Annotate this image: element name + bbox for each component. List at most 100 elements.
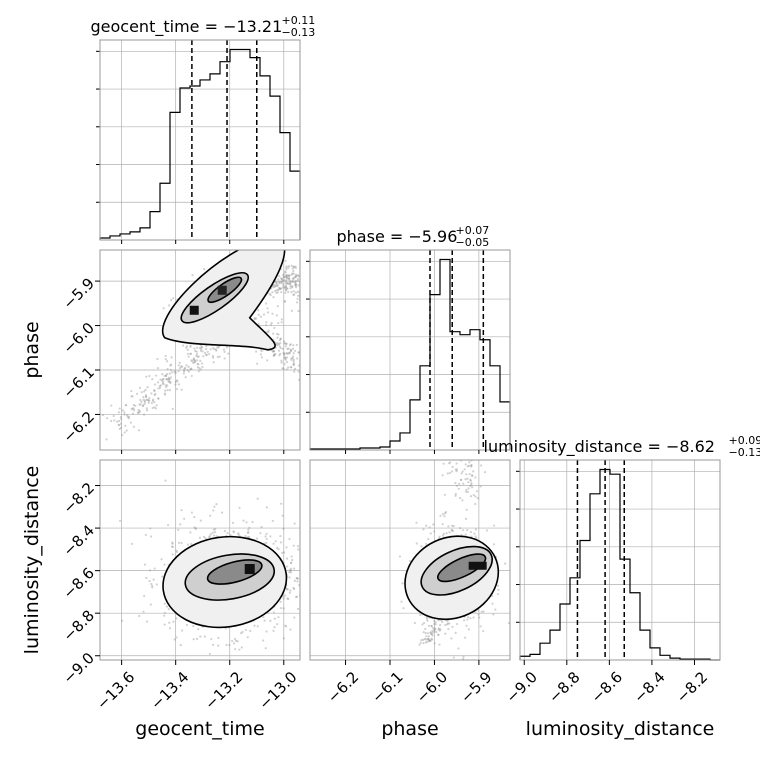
scatter-point [168, 622, 170, 624]
scatter-point [120, 418, 122, 420]
scatter-point [195, 528, 197, 530]
scatter-point [480, 625, 482, 627]
scatter-point [287, 366, 289, 368]
scatter-point [463, 619, 465, 621]
scatter-point [296, 357, 298, 359]
scatter-point [297, 284, 299, 286]
scatter-point [188, 366, 190, 368]
scatter-point [266, 506, 268, 508]
scatter-point [282, 348, 284, 350]
scatter-point [280, 347, 282, 349]
scatter-point [297, 548, 299, 550]
scatter-point [454, 495, 456, 497]
scatter-point [191, 274, 193, 276]
scatter-point [462, 483, 464, 485]
scatter-point [280, 607, 282, 609]
scatter-point [143, 414, 145, 416]
scatter-point [283, 275, 285, 277]
scatter-point [452, 466, 454, 468]
y-axis-label-luminosity_distance: luminosity_distance [21, 466, 43, 655]
scatter-point [425, 525, 427, 527]
scatter-point [116, 421, 118, 423]
scatter-point [213, 506, 215, 508]
scatter-point [292, 360, 294, 362]
scatter-point [157, 367, 159, 369]
scatter-point [467, 456, 469, 458]
scatter-point [491, 603, 493, 605]
scatter-point [189, 531, 191, 533]
scatter-point [462, 453, 464, 455]
scatter-point [174, 371, 176, 373]
scatter-point [191, 511, 193, 513]
scatter-point [283, 363, 285, 365]
scatter-point [300, 357, 302, 359]
scatter-point [190, 543, 192, 545]
scatter-point [138, 404, 140, 406]
scatter-point [154, 393, 156, 395]
scatter-point [198, 370, 200, 372]
scatter-point [285, 546, 287, 548]
scatter-point [277, 305, 279, 307]
scatter-point [434, 627, 436, 629]
scatter-point [428, 635, 430, 637]
scatter-point [428, 625, 430, 627]
scatter-point [460, 457, 462, 459]
scatter-point [289, 274, 291, 276]
scatter-point [421, 623, 423, 625]
scatter-point [302, 288, 304, 290]
scatter-point [168, 380, 170, 382]
scatter-point [284, 625, 286, 627]
x-tick-label-luminosity_distance-3: −8.4 [630, 668, 668, 706]
scatter-point [460, 479, 462, 481]
scatter-point [105, 438, 107, 440]
scatter-point [165, 375, 167, 377]
scatter-point [205, 345, 207, 347]
scatter-point [482, 630, 484, 632]
scatter-point [289, 576, 291, 578]
scatter-point [276, 342, 278, 344]
scatter-point [126, 429, 128, 431]
scatter-point [300, 555, 302, 557]
scatter-point [281, 282, 283, 284]
scatter-point [442, 474, 444, 476]
scatter-point [466, 618, 468, 620]
scatter-point [232, 522, 234, 524]
scatter-point [178, 383, 180, 385]
scatter-point [422, 639, 424, 641]
x-tick-label-phase-0: −6.2 [324, 668, 362, 706]
scatter-point [402, 607, 404, 609]
scatter-point [208, 353, 210, 355]
x-axis-label-luminosity_distance: luminosity_distance [526, 718, 715, 740]
scatter-point [148, 402, 150, 404]
scatter-point [305, 367, 307, 369]
scatter-point [133, 409, 135, 411]
scatter-point [171, 371, 173, 373]
scatter-point [247, 529, 249, 531]
scatter-point [430, 532, 432, 534]
scatter-point [304, 365, 306, 367]
scatter-point [171, 542, 173, 544]
scatter-point [465, 518, 467, 520]
scatter-point [278, 350, 280, 352]
scatter-point [295, 292, 297, 294]
scatter-point [399, 555, 401, 557]
scatter-point [486, 529, 488, 531]
scatter-point [427, 538, 429, 540]
scatter-point [130, 395, 132, 397]
scatter-point [283, 340, 285, 342]
scatter-point [465, 489, 467, 491]
scatter-point [144, 389, 146, 391]
scatter-point [163, 307, 165, 309]
scatter-point [151, 402, 153, 404]
scatter-point [277, 333, 279, 335]
scatter-point [469, 485, 471, 487]
scatter-point [296, 577, 298, 579]
scatter-point [282, 284, 284, 286]
scatter-point [432, 631, 434, 633]
scatter-point [459, 497, 461, 499]
scatter-point [157, 398, 159, 400]
scatter-point [178, 364, 180, 366]
scatter-point [257, 309, 259, 311]
scatter-point [468, 461, 470, 463]
scatter-point [447, 525, 449, 527]
